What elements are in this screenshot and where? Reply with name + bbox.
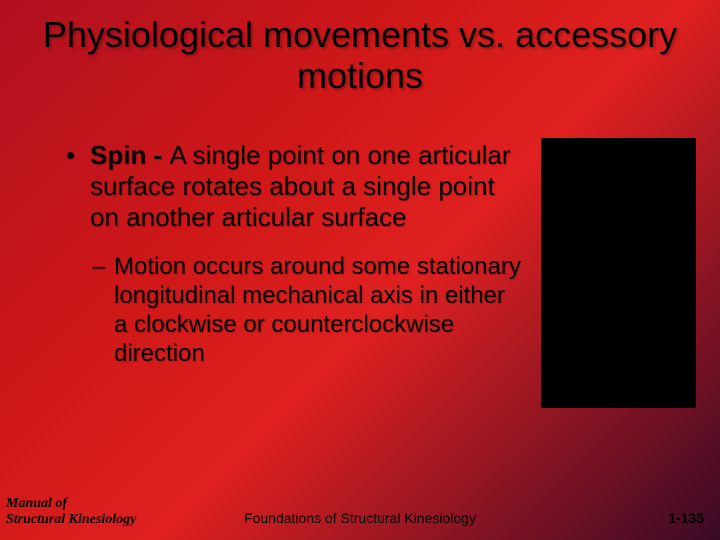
illustration-placeholder [541,138,696,408]
bullet-level-1: Spin - A single point on one articular s… [62,140,522,234]
bullet-level-2: Motion occurs around some stationary lon… [90,252,522,369]
slide-title: Physiological movements vs. accessory mo… [0,14,720,97]
slide-body: Spin - A single point on one articular s… [62,140,522,369]
footer-center: Foundations of Structural Kinesiology [0,510,720,526]
bullet-term: Spin - [90,140,169,170]
slide: Physiological movements vs. accessory mo… [0,0,720,540]
footer-page-number: 1-135 [668,510,704,526]
